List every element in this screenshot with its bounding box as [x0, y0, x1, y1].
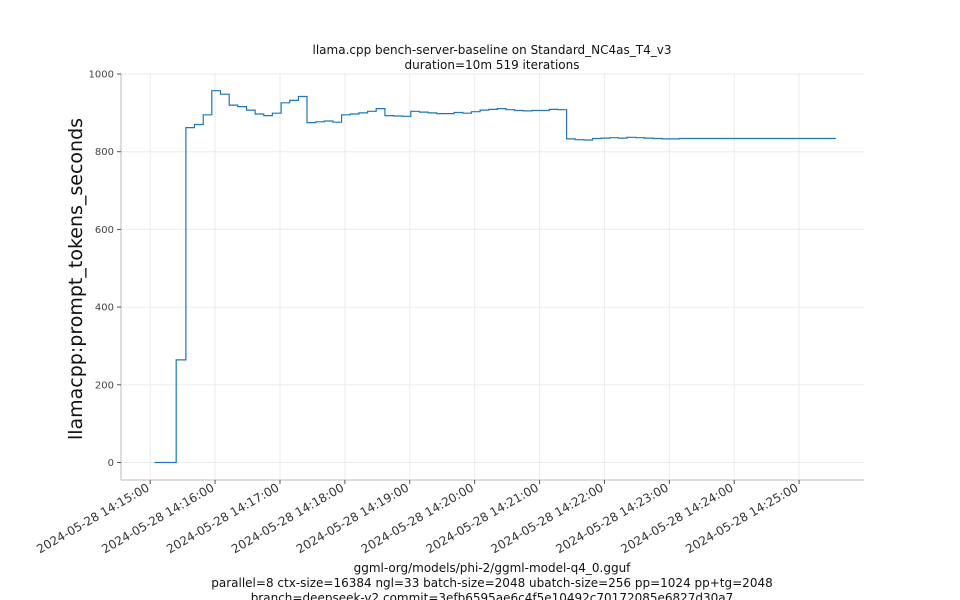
axes [120, 74, 864, 481]
y-tick-label: 600 [95, 225, 114, 236]
x-tick-label: 2024-05-28 14:15:00 [34, 480, 151, 556]
chart-subtitle: duration=10m 519 iterations [405, 58, 580, 72]
chart-title: llama.cpp bench-server-baseline on Stand… [313, 43, 672, 57]
x-tick-label: 2024-05-28 14:23:00 [553, 480, 670, 556]
x-tick-label: 2024-05-28 14:19:00 [294, 480, 411, 556]
y-tick-label: 400 [95, 303, 114, 314]
series-line [154, 90, 836, 464]
y-tick-label: 800 [95, 147, 114, 158]
x-tick-label: 2024-05-28 14:22:00 [489, 480, 606, 556]
x-tick-label: 2024-05-28 14:24:00 [618, 480, 735, 556]
y-tick-label: 0 [108, 458, 114, 469]
footer-params: parallel=8 ctx-size=16384 ngl=33 batch-s… [211, 576, 772, 590]
x-tick-label: 2024-05-28 14:20:00 [359, 480, 476, 556]
grid [121, 73, 864, 480]
x-tick-label: 2024-05-28 14:16:00 [99, 480, 216, 556]
footer-branch: branch=deepseek-v2 commit=3efb6595ae6c4f… [251, 591, 734, 600]
y-axis-label: llamacpp:prompt_tokens_seconds [65, 118, 87, 440]
footer-model: ggml-org/models/phi-2/ggml-model-q4_0.gg… [354, 561, 632, 575]
y-tick-label: 200 [95, 380, 114, 391]
x-tick-label: 2024-05-28 14:25:00 [683, 480, 800, 556]
x-tick-label: 2024-05-28 14:17:00 [164, 480, 281, 556]
y-ticks: 0 200 400 600 800 1000 [89, 70, 121, 469]
x-tick-label: 2024-05-28 14:21:00 [424, 480, 541, 556]
x-tick-label: 2024-05-28 14:18:00 [229, 480, 346, 556]
y-tick-label: 1000 [89, 70, 114, 81]
